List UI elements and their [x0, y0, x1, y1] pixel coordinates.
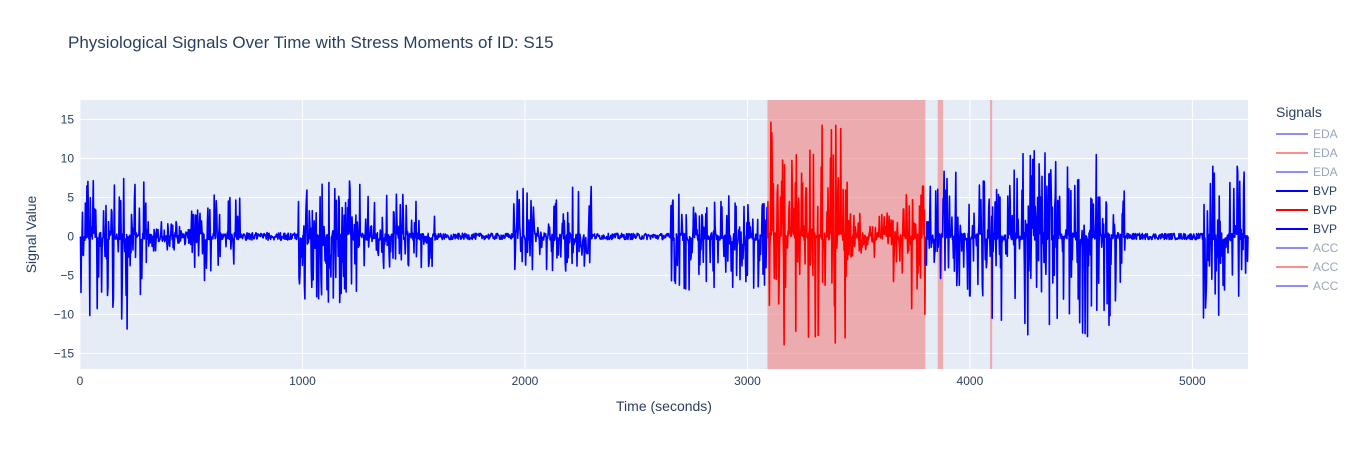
series-line-bvp-stress: [766, 121, 927, 346]
legend-label: EDA: [1313, 164, 1338, 179]
x-tick-label: 4000: [957, 374, 984, 388]
x-tick-label: 1000: [289, 374, 316, 388]
chart-title: Physiological Signals Over Time with Str…: [68, 33, 554, 52]
legend-swatch: [1276, 132, 1308, 135]
legend-swatch: [1276, 208, 1308, 211]
legend-label: BVP: [1313, 183, 1338, 198]
y-tick-label: −15: [54, 346, 75, 360]
legend-item-acc[interactable]: ACC: [1276, 276, 1354, 295]
legend-item-eda[interactable]: EDA: [1276, 162, 1354, 181]
legend-item-eda[interactable]: EDA: [1276, 124, 1354, 143]
x-axis-title: Time (seconds): [616, 398, 712, 414]
series-line-bvp-post-stress: [924, 150, 1249, 338]
legend-label: ACC: [1313, 278, 1339, 293]
legend-item-acc[interactable]: ACC: [1276, 238, 1354, 257]
legend-label: ACC: [1313, 240, 1339, 255]
x-tick-label: 0: [77, 374, 84, 388]
legend-label: EDA: [1313, 145, 1338, 160]
legend-swatch: [1276, 284, 1308, 287]
legend-label: BVP: [1313, 202, 1338, 217]
legend-item-eda[interactable]: EDA: [1276, 143, 1354, 162]
y-tick-label: 15: [61, 112, 75, 126]
legend-swatch: [1276, 170, 1308, 173]
legend-title: Signals: [1276, 104, 1322, 120]
legend-swatch: [1276, 265, 1308, 268]
x-tick-labels: 0 1000 2000 3000 4000 5000: [77, 374, 1206, 388]
legend-item-bvp[interactable]: BVP: [1276, 181, 1354, 200]
series-line-bvp-pre-stress: [79, 177, 769, 330]
legend-swatch: [1276, 151, 1308, 154]
y-tick-label: 10: [61, 151, 75, 165]
legend-item-bvp[interactable]: BVP: [1276, 219, 1354, 238]
legend-swatch: [1276, 189, 1308, 192]
legend-label: BVP: [1313, 221, 1338, 236]
legend-swatch: [1276, 246, 1308, 249]
y-tick-label: 0: [67, 229, 74, 243]
x-tick-label: 2000: [512, 374, 539, 388]
legend-item-acc[interactable]: ACC: [1276, 257, 1354, 276]
legend-label: EDA: [1313, 126, 1338, 141]
y-axis-title: Signal Value: [23, 196, 39, 274]
plot-area: [79, 100, 1249, 369]
plot-background: [80, 100, 1248, 369]
y-tick-label: −5: [60, 268, 74, 282]
legend: EDA EDA EDA BVP BVP BVP ACC ACC ACC: [1276, 124, 1354, 295]
legend-label: ACC: [1313, 259, 1339, 274]
legend-item-bvp[interactable]: BVP: [1276, 200, 1354, 219]
x-tick-label: 3000: [734, 374, 761, 388]
x-tick-label: 5000: [1179, 374, 1206, 388]
y-tick-label: 5: [67, 190, 74, 204]
legend-swatch: [1276, 227, 1308, 230]
y-tick-labels: −15 −10 −5 0 5 10 15: [54, 112, 75, 360]
y-tick-label: −10: [54, 307, 75, 321]
